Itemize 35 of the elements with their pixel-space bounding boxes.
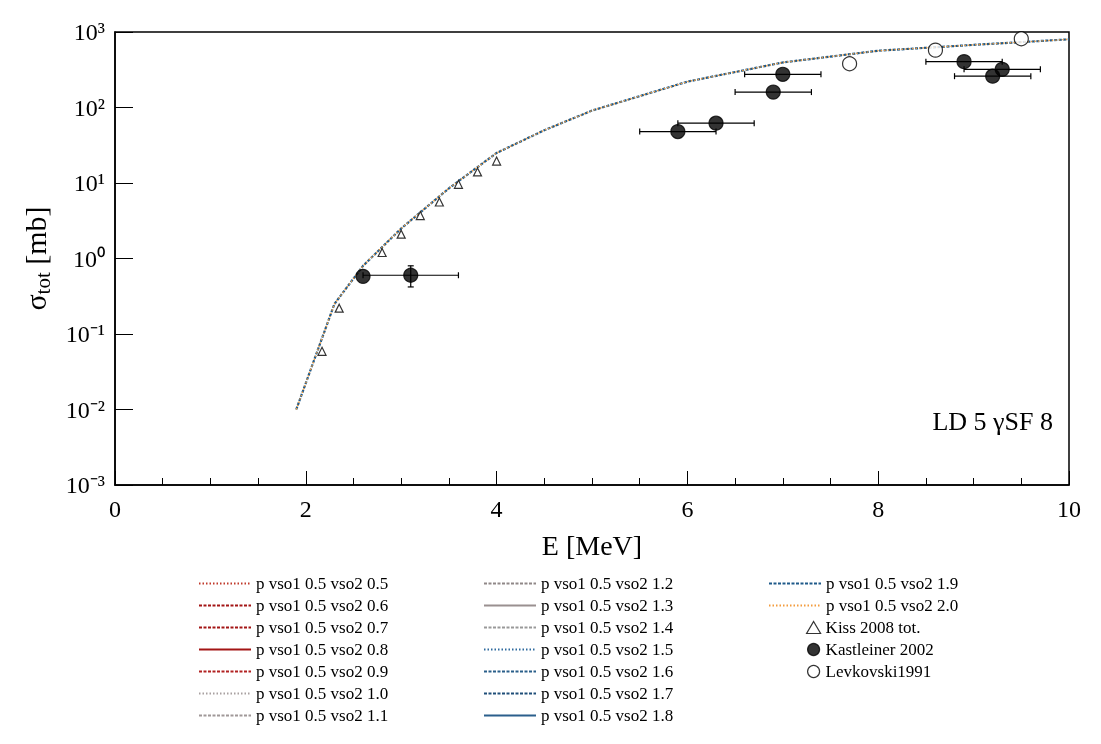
legend-label: p vso1 0.5 vso2 1.0 — [256, 684, 389, 703]
legend-label: p vso1 0.5 vso2 0.7 — [256, 618, 389, 637]
legend-label: p vso1 0.5 vso2 1.1 — [256, 706, 389, 725]
y-tick-label: 10⁰ — [73, 245, 105, 272]
legend-label: p vso1 0.5 vso2 1.5 — [541, 640, 674, 659]
x-tick-label: 4 — [490, 496, 503, 522]
legend-label: p vso1 0.5 vso2 1.8 — [541, 706, 674, 725]
x-tick-label: 10 — [1057, 496, 1081, 522]
legend-label: p vso1 0.5 vso2 1.2 — [541, 574, 674, 593]
x-tick-label: 6 — [681, 496, 694, 522]
legend-label: p vso1 0.5 vso2 2.0 — [826, 596, 959, 615]
legend-label: p vso1 0.5 vso2 1.4 — [541, 618, 674, 637]
legend-label: p vso1 0.5 vso2 0.5 — [256, 574, 389, 593]
y-tick-label: 10⁻¹ — [65, 321, 105, 347]
y-tick-label: 10⁻² — [65, 396, 105, 423]
legend-label: Levkovski1991 — [825, 662, 932, 681]
x-tick-label: 8 — [872, 496, 885, 522]
annotation: LD 5 γSF 8 — [932, 406, 1054, 436]
legend-label: p vso1 0.5 vso2 0.8 — [256, 640, 389, 659]
legend-label: p vso1 0.5 vso2 0.6 — [256, 596, 389, 615]
y-tick-label: 10³ — [73, 19, 105, 45]
legend-label: p vso1 0.5 vso2 1.6 — [541, 662, 674, 681]
legend-label: p vso1 0.5 vso2 1.9 — [826, 574, 959, 593]
legend-label: Kastleiner 2002 — [825, 640, 934, 659]
x-axis-title: E [MeV] — [541, 529, 643, 561]
y-tick-label: 10⁻³ — [65, 472, 105, 498]
legend-label: p vso1 0.5 vso2 0.9 — [256, 662, 389, 681]
y-axis-title: σtot [mb] — [19, 206, 55, 311]
x-tick-label: 2 — [299, 496, 312, 522]
x-tick-label: 0 — [109, 496, 121, 522]
legend-label: p vso1 0.5 vso2 1.7 — [541, 684, 674, 703]
y-tick-label: 10¹ — [73, 170, 105, 196]
legend-label: Kiss 2008 tot. — [825, 618, 921, 637]
legend-label: p vso1 0.5 vso2 1.3 — [541, 596, 674, 615]
y-tick-label: 10² — [73, 94, 105, 121]
